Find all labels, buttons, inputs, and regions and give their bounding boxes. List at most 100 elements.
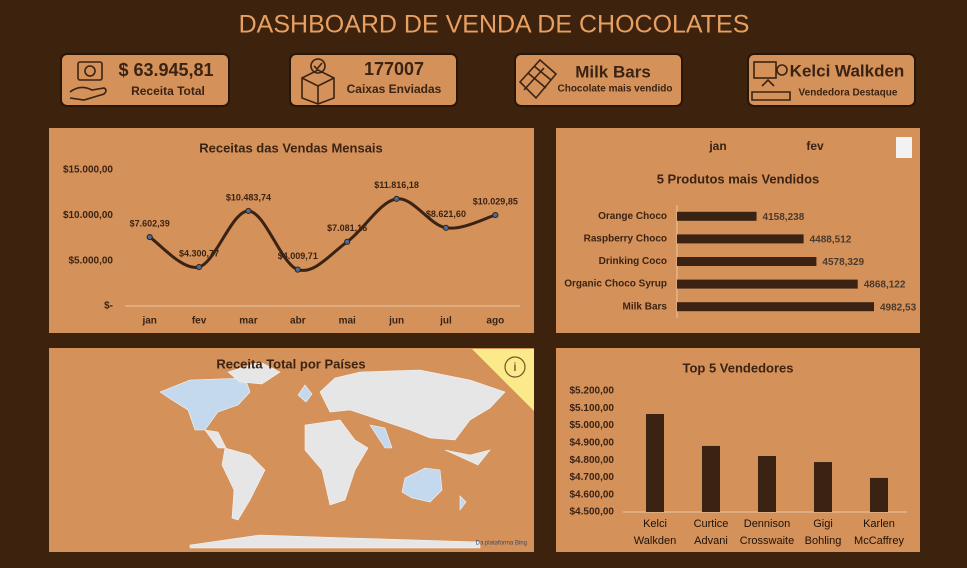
bar: [677, 279, 858, 289]
y-tick-label: Drinking Coco: [599, 256, 667, 267]
x-tick-label: ago: [486, 316, 504, 327]
x-tick-label: jul: [439, 316, 452, 327]
value-label: $4.009,71: [278, 251, 318, 261]
greenland: [227, 361, 281, 385]
point: [294, 266, 301, 273]
y-tick-label: $5.100,00: [570, 403, 615, 414]
kpi-label: Vendedora Destaque: [799, 88, 898, 99]
point: [344, 238, 351, 245]
bar: [646, 413, 664, 512]
box-icon: [310, 58, 326, 74]
x-tick-label-box: Gigi Bohling: [804, 518, 842, 547]
y-tick-label: Organic Choco Syrup: [564, 279, 667, 290]
chart-title: Receita Total por Países: [216, 356, 365, 371]
value-label: $11.816,18: [374, 180, 419, 190]
money-icon: [84, 65, 96, 77]
indonesia: [444, 449, 491, 466]
value-label: 4868,122: [864, 280, 906, 291]
kpi-label: Chocolate mais vendido: [557, 84, 672, 95]
map-attribution: Da plataforma Bing: [476, 541, 527, 547]
x-tick-label: Kelci Walkden: [633, 518, 677, 547]
y-tick-label: $4.700,00: [570, 472, 615, 483]
y-tick-label: $5.200,00: [570, 386, 615, 397]
x-tick-label: jun: [388, 316, 404, 327]
x-tick-label-box: Dennison Crosswaite: [740, 518, 794, 547]
value-label: 4982,53: [880, 302, 917, 313]
seller-icon: [776, 64, 788, 76]
x-tick-label: Karlen McCaffrey: [854, 518, 904, 547]
seller-icon: [751, 78, 791, 101]
y-tick-label: Milk Bars: [623, 301, 668, 312]
value-label: $8.621,60: [426, 209, 466, 219]
uk: [297, 384, 313, 403]
box-icon: [301, 69, 335, 105]
bar: [677, 257, 817, 266]
x-tick-label: jan: [141, 316, 156, 327]
money-icon: [77, 61, 103, 81]
y-tick-label: $4.500,00: [570, 507, 615, 518]
kpi-card: [60, 53, 230, 107]
bar: [702, 445, 720, 512]
y-tick-label: $5.000,00: [69, 255, 114, 266]
chocolate-icon: [518, 58, 558, 100]
bar: [677, 302, 875, 312]
kpi-card: [289, 53, 458, 107]
new-zealand: [459, 495, 467, 511]
slicer-item[interactable]: jan: [708, 139, 726, 153]
value-label: 4158,238: [763, 212, 805, 223]
x-tick-label: Curtice Advani: [693, 518, 729, 547]
y-tick-label: $4.800,00: [570, 455, 615, 466]
info-button[interactable]: [504, 356, 526, 378]
point: [245, 207, 252, 215]
point: [492, 211, 499, 219]
kpi-card: [514, 53, 683, 107]
x-tick-label: fev: [192, 316, 207, 327]
x-tick-label: Gigi Bohling: [804, 518, 842, 547]
bar: [758, 455, 776, 512]
eurasia: [319, 369, 506, 441]
value-label: $10.029,85: [473, 196, 518, 206]
point: [146, 233, 153, 241]
x-tick-label-box: Kelci Walkden: [633, 518, 677, 547]
y-tick-label: $4.600,00: [570, 489, 615, 500]
world-map: i: [159, 349, 534, 549]
y-tick-label: $10.000,00: [63, 210, 113, 221]
chart-title: Receitas das Vendas Mensais: [199, 140, 383, 155]
x-tick-label: mar: [239, 316, 257, 327]
x-tick-label-box: Curtice Advani: [693, 518, 729, 547]
value-label: $4.300,77: [179, 248, 219, 258]
bar: [814, 462, 832, 512]
point: [195, 263, 203, 271]
point: [393, 195, 400, 202]
kpi-label: Receita Total: [131, 84, 205, 98]
y-tick-label: Raspberry Choco: [584, 234, 667, 245]
point: [442, 224, 450, 231]
value-label: 4488,512: [810, 235, 852, 246]
south-america: [221, 447, 266, 521]
kpi-value: 177007: [364, 59, 424, 79]
hand-icon: [69, 86, 107, 101]
panel: [49, 128, 534, 333]
x-tick-label-box: Karlen McCaffrey: [854, 518, 904, 547]
value-label: 4578,329: [822, 257, 864, 268]
x-tick-label: mai: [339, 316, 356, 327]
box-icon: [313, 62, 323, 71]
africa: [304, 419, 369, 506]
x-tick-label: abr: [290, 316, 306, 327]
kpi-label: Caixas Enviadas: [347, 82, 442, 96]
info-icon: i: [514, 360, 517, 374]
y-tick-label: $-: [104, 301, 113, 312]
y-tick-label: $4.900,00: [570, 437, 615, 448]
kpi-value: $ 63.945,81: [118, 60, 213, 80]
kpi-value: Kelci Walkden: [790, 61, 905, 80]
chart-title: Top 5 Vendedores: [682, 360, 793, 375]
chart-title: 5 Produtos mais Vendidos: [657, 171, 820, 186]
india: [369, 424, 393, 449]
slicer-item[interactable]: fev: [806, 139, 824, 153]
y-tick-label: $15.000,00: [63, 165, 113, 176]
panels: [49, 128, 920, 552]
north-america: [159, 377, 251, 431]
slicer-scroll[interactable]: [896, 137, 912, 158]
dashboard-title: DASHBOARD DE VENDA DE CHOCOLATES: [239, 11, 750, 39]
